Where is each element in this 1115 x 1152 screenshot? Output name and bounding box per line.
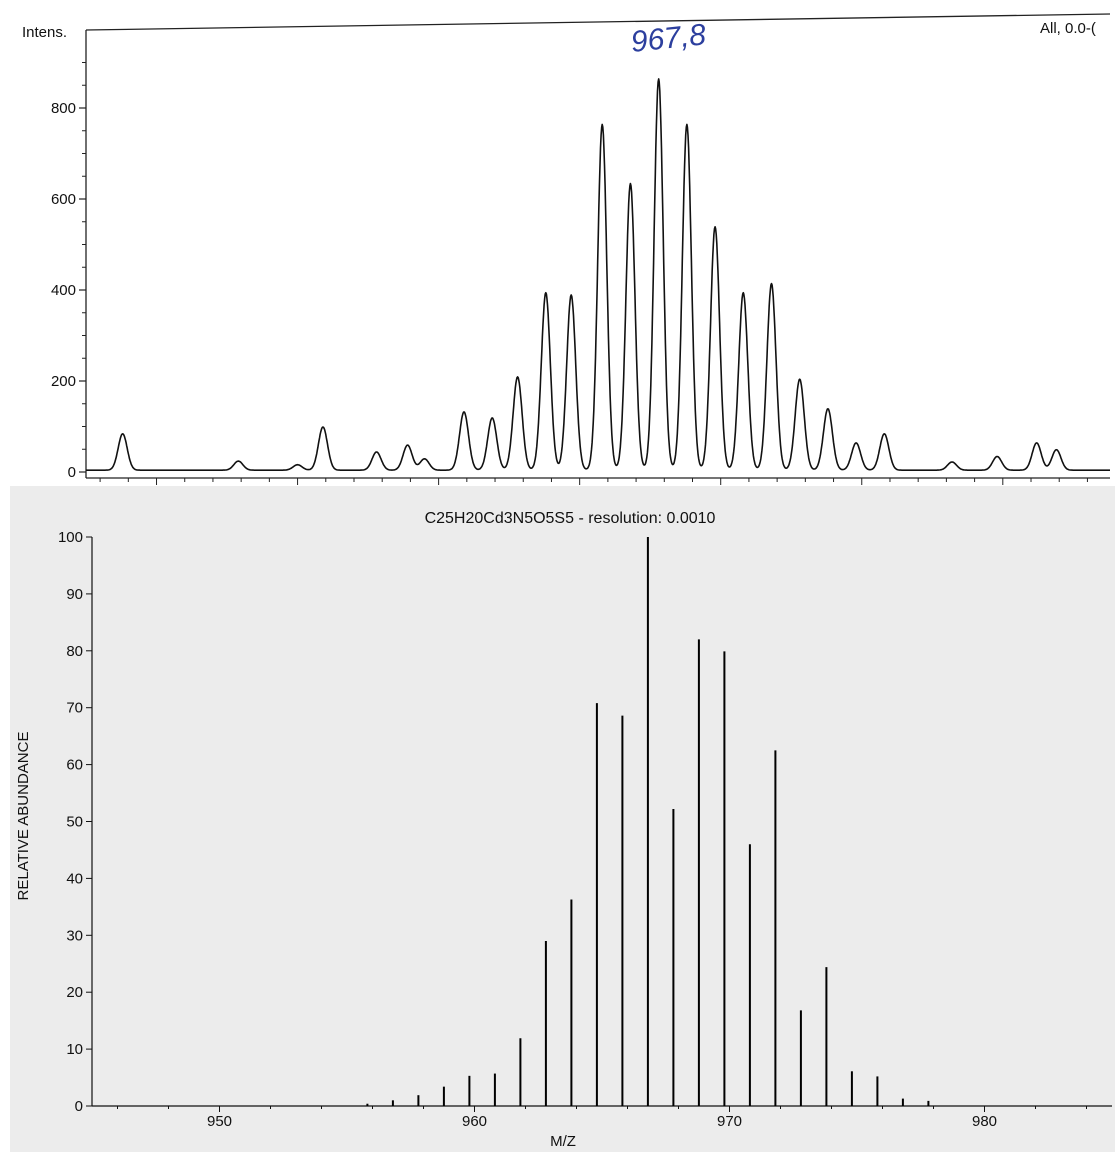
bottom-y-ticks: 0 10 20 30 40 50 60 70 80 90 100: [58, 529, 92, 1115]
bottom-y-tick-label: 40: [66, 870, 83, 887]
bottom-y-axis-label: RELATIVE ABUNDANCE: [15, 732, 32, 901]
bottom-y-tick-label: 80: [66, 643, 83, 660]
top-y-tick-label: 800: [51, 100, 76, 117]
simulated-pattern-panel: C25H20Cd3N5O5S5 - resolution: 0.0010 REL…: [10, 486, 1115, 1152]
isotope-bars: [366, 537, 930, 1106]
bottom-y-tick-label: 70: [66, 700, 83, 717]
bottom-panel-background: [10, 486, 1115, 1152]
top-y-tick-label: 600: [51, 191, 76, 208]
bottom-x-tick-label: 960: [462, 1113, 487, 1130]
spectrum-trace: [85, 78, 1111, 471]
bottom-chart-title: C25H20Cd3N5O5S5 - resolution: 0.0010: [425, 510, 716, 527]
bottom-y-tick-label: 50: [66, 814, 83, 831]
top-corner-label: All, 0.0-(: [1040, 20, 1096, 37]
top-y-tick-label: 200: [51, 373, 76, 390]
bottom-x-axis-label: M/Z: [550, 1133, 576, 1150]
bottom-y-tick-label: 60: [66, 757, 83, 774]
top-y-ticks: 0 200 400 600 800: [51, 62, 86, 481]
bottom-x-tick-label: 980: [972, 1113, 997, 1130]
top-y-tick-label: 400: [51, 282, 76, 299]
bottom-x-tick-label: 970: [717, 1113, 742, 1130]
bottom-y-tick-label: 10: [66, 1041, 83, 1058]
top-frame-top-edge: [85, 13, 1111, 31]
top-y-axis-label: Intens.: [22, 24, 67, 41]
bottom-x-tick-label: 950: [207, 1113, 232, 1130]
handwritten-annotation: 967,8: [629, 18, 707, 59]
bottom-y-tick-label: 0: [75, 1098, 83, 1115]
bottom-y-tick-label: 20: [66, 984, 83, 1001]
top-y-tick-label: 0: [68, 464, 76, 481]
bottom-x-ticks: 950 960 970 980: [117, 1106, 1087, 1130]
bottom-y-tick-label: 100: [58, 529, 83, 546]
bottom-y-tick-label: 30: [66, 927, 83, 944]
bottom-y-tick-label: 90: [66, 586, 83, 603]
